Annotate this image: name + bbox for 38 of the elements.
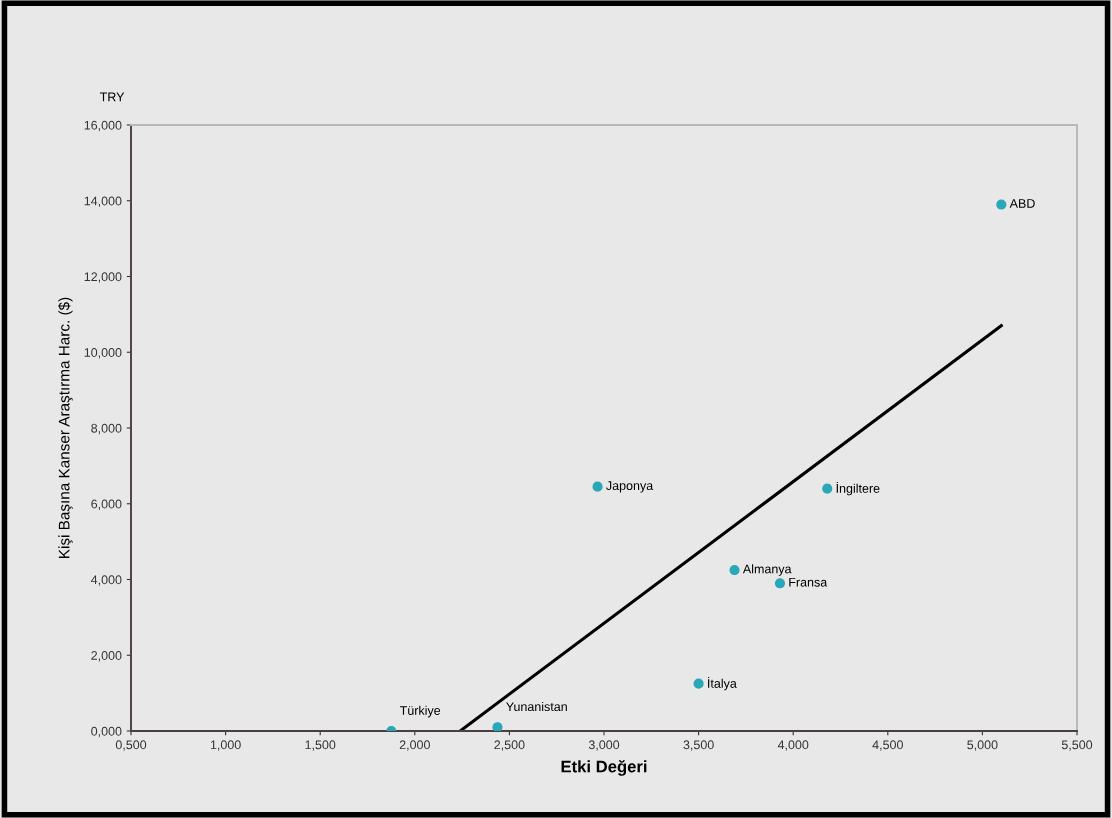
point [492, 722, 503, 731]
point [693, 678, 704, 689]
y-tick-label: 4,000 [90, 575, 122, 586]
y-tick-label: 16,000 [84, 120, 122, 132]
annotation: Türkiye [399, 705, 441, 718]
point [774, 578, 786, 589]
y-tick-label: 6,000 [91, 499, 122, 510]
x-tick-label: 5,000 [967, 740, 998, 751]
point [729, 564, 740, 576]
x-tick-label: 4,500 [872, 740, 903, 751]
y-tick-label: 14,000 [84, 196, 122, 207]
y-tick-label: 0,000 [91, 726, 122, 738]
y-tick-label: 10,000 [84, 348, 122, 359]
x-tick-label: 3,500 [683, 740, 714, 751]
point [822, 483, 833, 494]
annotation: İngiltere [836, 481, 880, 496]
y-tick-label: 8,000 [91, 423, 122, 435]
x-tick-label: 2,500 [494, 740, 525, 751]
x-tick-label: 0,500 [115, 740, 147, 751]
annotation: Yunanistan [506, 701, 567, 712]
x-tick-label: 5,500 [1061, 740, 1093, 751]
x-tick-label: 1,500 [305, 740, 336, 751]
x-tick-label: 3,000 [588, 740, 620, 751]
y-axis-title: Kişi Başına Kanser Araştırma Harc. ($) [58, 297, 73, 558]
annotation: Almanya [742, 564, 792, 576]
x-tick-label: 1,000 [210, 740, 241, 751]
x-axis-title: Etki Değeri [561, 760, 647, 776]
y-tick-label: 2,000 [91, 651, 122, 662]
y-tick-label: 12,000 [84, 272, 122, 283]
x-tick-label: 2,000 [399, 740, 430, 751]
text: TRY [99, 92, 125, 102]
x-tick-label: 4,000 [777, 740, 809, 751]
annotation: Fransa [789, 577, 828, 587]
annotation: İtalya [708, 676, 737, 691]
point [996, 199, 1007, 210]
annotation: ABD [1009, 199, 1035, 208]
annotation: Japonya [606, 481, 654, 493]
point [592, 481, 603, 492]
